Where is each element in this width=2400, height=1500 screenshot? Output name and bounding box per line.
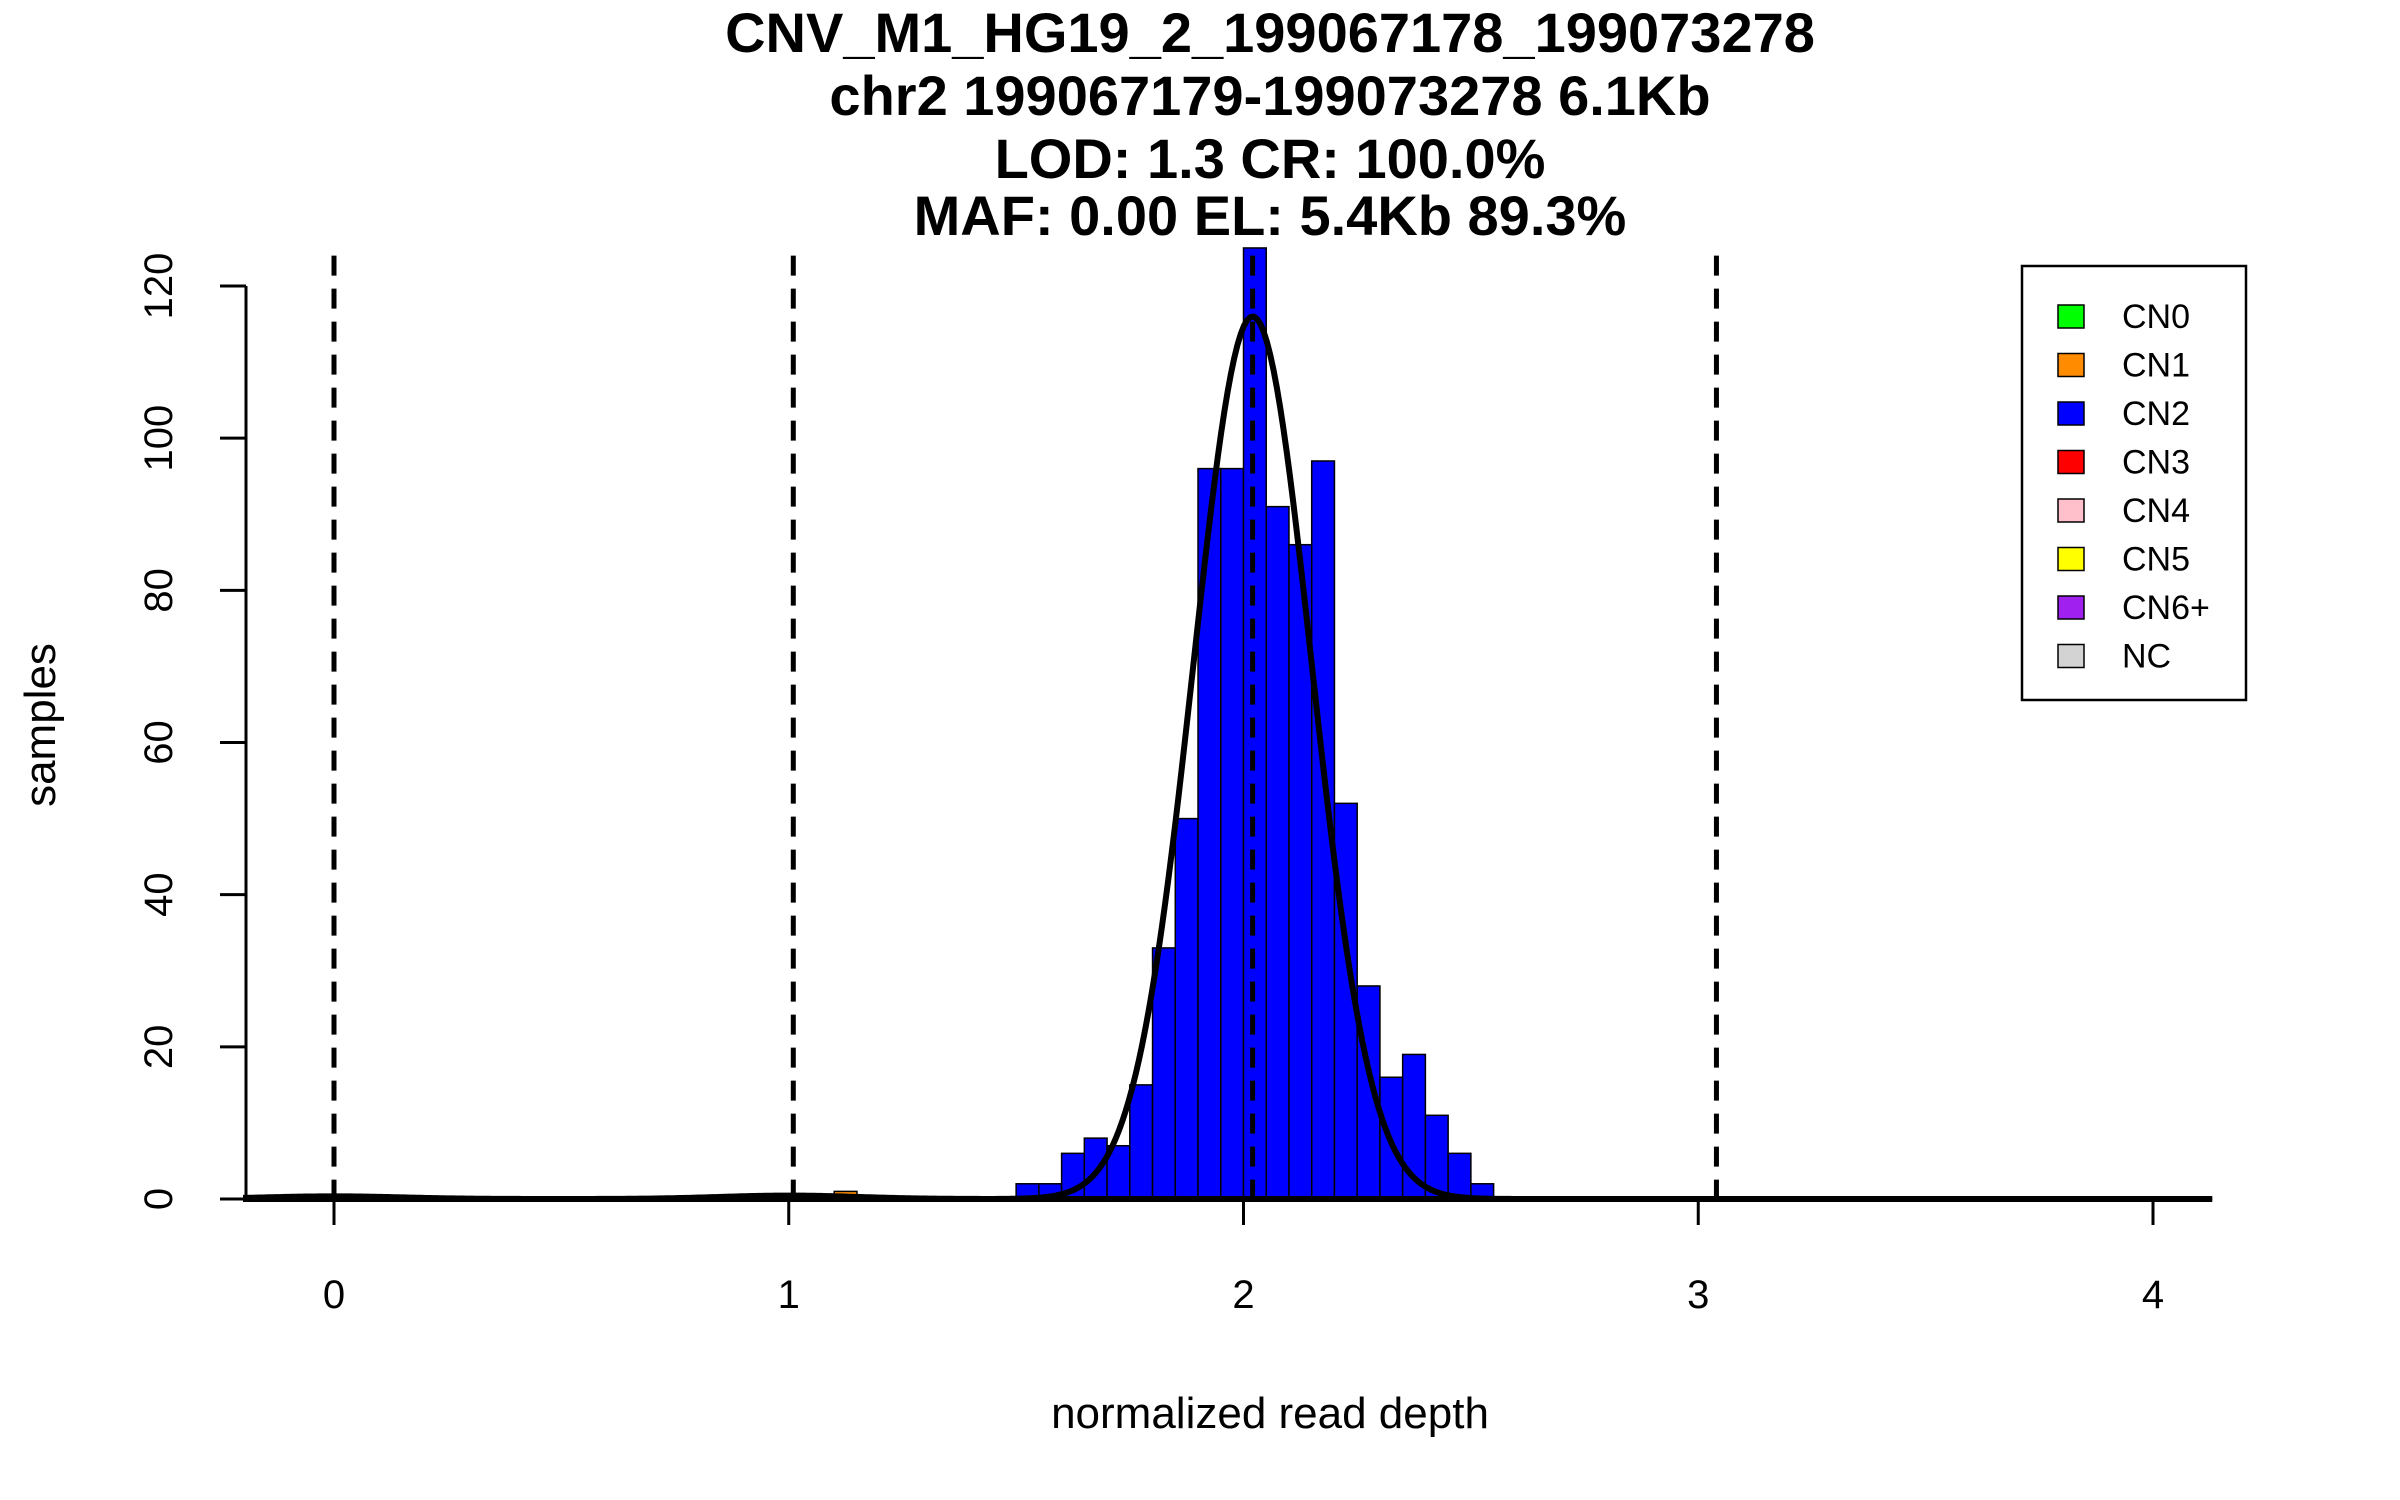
bar-cn2: [1220, 467, 1245, 1200]
bar-cn2: [1129, 1084, 1154, 1200]
legend-swatch-cn5: [2057, 546, 2085, 572]
bar-cn2: [1265, 505, 1290, 1200]
legend-swatch-cn2: [2057, 401, 2085, 426]
chart-title-line-2: chr2 199067179-199073278 6.1Kb: [829, 64, 1710, 127]
x-tick-label: 1: [778, 1273, 800, 1317]
y-tick-label: 40: [137, 872, 181, 917]
y-tick-label: 120: [137, 253, 181, 320]
legend-label-cn2: CN2: [2122, 395, 2190, 433]
legend-label-cn0: CN0: [2122, 298, 2190, 336]
y-tick-label: 80: [137, 568, 181, 613]
chart-title-line-4: MAF: 0.00 EL: 5.4Kb 89.3%: [914, 184, 1627, 247]
legend-label-cn4: CN4: [2122, 492, 2190, 530]
legend-swatch-cn0: [2057, 304, 2085, 329]
legend-label-cn6plus: CN6+: [2122, 589, 2210, 627]
x-tick-label: 4: [2142, 1273, 2164, 1317]
legend-label-cn3: CN3: [2122, 444, 2190, 482]
legend-box: [2020, 264, 2248, 702]
legend-swatch-cn4: [2057, 498, 2085, 523]
bars-layer: [833, 247, 1495, 1200]
x-tick-label: 2: [1232, 1273, 1254, 1317]
legend-label-cn1: CN1: [2122, 347, 2190, 385]
legend-swatch-cn1: [2057, 352, 2085, 378]
legend-swatch-nc: [2057, 643, 2085, 669]
legend-swatch-cn3: [2057, 449, 2085, 475]
legend: CN0 CN1 CN2 CN3 CN4 CN5 CN6+ NC: [2020, 264, 2248, 702]
y-tick-label: 20: [137, 1025, 181, 1070]
legend-label-nc: NC: [2122, 638, 2171, 676]
vlines-layer: [331, 255, 1719, 1199]
chart-title-line-3: LOD: 1.3 CR: 100.0%: [995, 127, 1546, 190]
y-axis-label: samples: [16, 643, 65, 807]
y-tick-label: 0: [137, 1188, 181, 1210]
legend-swatch-cn6plus: [2057, 595, 2085, 620]
bar-cn2: [1174, 817, 1199, 1200]
y-tick-label: 60: [137, 720, 181, 765]
y-tick-label: 100: [137, 405, 181, 472]
bar-cn2: [1447, 1152, 1472, 1200]
legend-label-cn5: CN5: [2122, 541, 2190, 579]
x-axis-label: normalized read depth: [1051, 1389, 1489, 1438]
x-tick-label: 0: [323, 1273, 345, 1317]
chart-title-line-1: CNV_M1_HG19_2_199067178_199073278: [725, 1, 1815, 64]
x-tick-label: 3: [1687, 1273, 1709, 1317]
